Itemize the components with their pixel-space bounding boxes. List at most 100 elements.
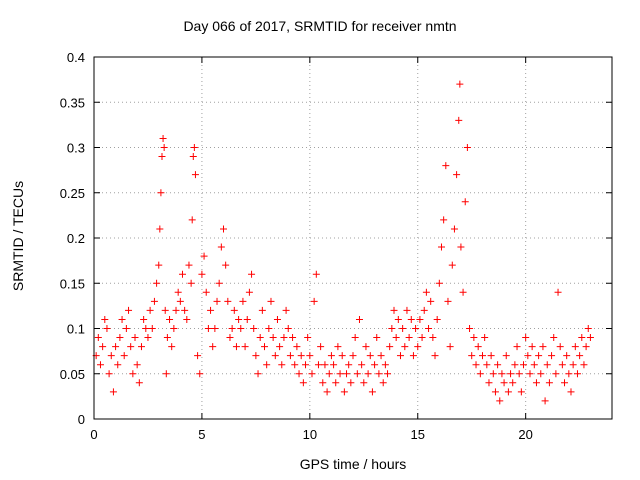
data-point	[561, 379, 569, 387]
data-point	[483, 361, 491, 369]
data-point	[390, 306, 398, 314]
data-point	[532, 379, 540, 387]
data-point	[479, 352, 486, 360]
data-point	[409, 352, 417, 360]
data-point	[211, 325, 219, 332]
axis-ticks: 0 5 10 15 20 0 0.05 0.1 0.15 0.2 0.25 0.3 0.35 0.4	[60, 50, 612, 442]
data-point	[375, 370, 383, 378]
data-point	[535, 352, 543, 360]
data-point	[306, 352, 314, 360]
data-point	[168, 343, 176, 351]
data-point	[161, 306, 169, 314]
data-point	[586, 334, 594, 342]
data-point	[412, 325, 420, 332]
y-tick-label: 0.05	[60, 367, 85, 382]
data-point	[133, 361, 141, 369]
data-point	[379, 379, 387, 387]
y-tick-label: 0.3	[67, 141, 85, 156]
data-point	[358, 361, 366, 369]
data-point	[355, 315, 363, 323]
data-point	[131, 334, 139, 342]
data-point	[515, 370, 523, 378]
data-point	[135, 379, 143, 387]
data-point	[461, 198, 469, 206]
data-point	[215, 279, 223, 287]
data-point	[360, 379, 368, 387]
data-point	[420, 306, 428, 314]
data-point	[541, 397, 549, 405]
data-point	[513, 343, 521, 351]
data-point	[407, 315, 415, 323]
data-point	[394, 315, 402, 323]
data-point	[237, 325, 245, 332]
data-point	[222, 261, 230, 269]
data-point	[336, 370, 344, 378]
data-point	[403, 306, 411, 314]
x-tick-label: 0	[90, 427, 97, 442]
data-point	[563, 352, 571, 360]
data-point	[172, 306, 180, 314]
data-point	[448, 261, 456, 269]
data-point	[166, 315, 174, 323]
data-point	[491, 388, 499, 396]
data-point	[330, 361, 338, 369]
data-point	[148, 325, 156, 332]
data-point	[468, 352, 476, 360]
data-point	[312, 270, 320, 278]
data-point	[239, 297, 247, 305]
data-point	[137, 343, 145, 351]
data-point	[116, 334, 124, 342]
data-point	[511, 361, 519, 369]
data-point	[498, 370, 506, 378]
data-point	[103, 325, 111, 332]
data-point	[125, 306, 133, 314]
data-point	[256, 334, 264, 342]
data-point	[273, 315, 281, 323]
data-point	[509, 379, 517, 387]
data-point	[444, 297, 452, 305]
data-point	[127, 343, 135, 351]
data-point	[556, 343, 564, 351]
data-point	[550, 334, 558, 342]
data-point	[481, 334, 489, 342]
data-point	[261, 343, 269, 351]
data-point	[114, 361, 122, 369]
data-point	[317, 343, 325, 351]
data-point	[250, 325, 258, 332]
data-point	[431, 352, 439, 360]
data-point	[289, 334, 297, 342]
data-point	[269, 334, 277, 342]
data-point	[284, 325, 292, 332]
chart-title: Day 066 of 2017, SRMTID for receiver nmt…	[183, 18, 457, 34]
data-point	[507, 370, 515, 378]
data-point	[265, 325, 273, 332]
data-point	[429, 334, 437, 342]
data-point	[228, 325, 236, 332]
data-point	[470, 334, 478, 342]
data-point	[235, 315, 243, 323]
data-point	[340, 388, 348, 396]
data-point	[343, 370, 351, 378]
data-point	[230, 306, 238, 314]
data-point	[347, 379, 355, 387]
data-point	[190, 144, 198, 151]
data-point	[450, 225, 458, 233]
data-point	[162, 370, 170, 378]
data-point	[500, 379, 508, 387]
data-point	[528, 343, 536, 351]
data-point	[105, 370, 113, 378]
data-point	[399, 325, 407, 332]
data-point	[435, 279, 443, 287]
data-point	[422, 288, 430, 296]
data-point	[174, 288, 182, 296]
data-point	[120, 352, 128, 360]
data-point	[248, 270, 256, 278]
data-point	[291, 361, 299, 369]
data-point	[220, 225, 227, 233]
data-point	[286, 352, 294, 360]
data-point	[396, 352, 404, 360]
x-tick-label: 10	[303, 427, 317, 442]
data-point	[446, 343, 454, 351]
data-point	[109, 388, 117, 396]
data-point	[122, 325, 130, 332]
